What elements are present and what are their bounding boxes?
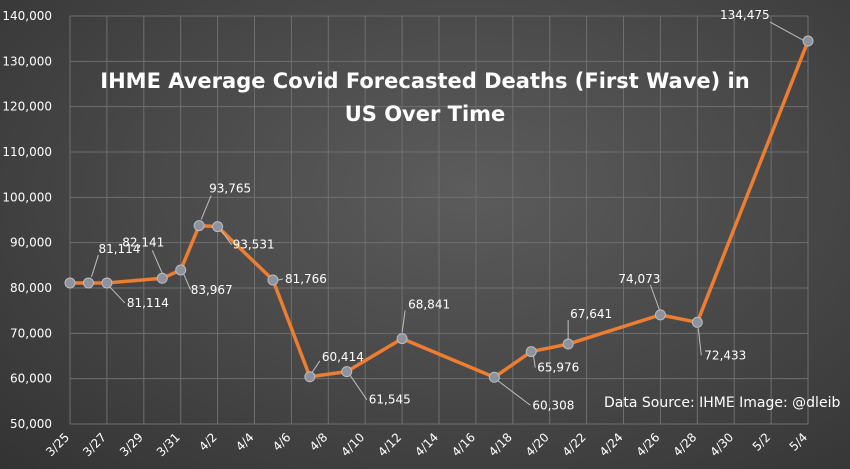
x-tick-label: 4/4 xyxy=(233,430,257,454)
label-leader-line xyxy=(349,374,368,400)
label-leader-line xyxy=(200,195,212,220)
data-point xyxy=(193,220,205,232)
data-points xyxy=(64,35,814,383)
label-leader-line xyxy=(401,310,406,333)
label-leader-line xyxy=(220,229,233,245)
data-point xyxy=(488,371,500,383)
data-point xyxy=(341,366,353,378)
label-leader-line xyxy=(183,273,192,291)
data-label: 60,308 xyxy=(532,398,574,412)
data-label: 68,841 xyxy=(408,298,450,312)
y-tick-label: 50,000 xyxy=(10,417,52,431)
data-label: 134,475 xyxy=(720,8,770,22)
x-tick-label: 4/10 xyxy=(338,430,367,459)
x-tick-label: 4/8 xyxy=(307,430,331,454)
x-tick-label: 4/14 xyxy=(412,430,441,459)
data-label: 67,641 xyxy=(570,307,612,321)
data-labels: 81,11481,11482,14183,96793,76593,53181,7… xyxy=(98,8,769,412)
data-label: 81,114 xyxy=(127,296,169,310)
y-tick-label: 120,000 xyxy=(2,100,52,114)
x-tick-label: 4/20 xyxy=(523,430,552,459)
label-leader-line xyxy=(769,21,804,41)
data-point xyxy=(82,277,94,289)
y-tick-label: 60,000 xyxy=(10,372,52,386)
data-label: 72,433 xyxy=(704,348,746,362)
y-tick-label: 80,000 xyxy=(10,281,52,295)
y-axis-ticks: 50,000 60,000 70,000 80,000 90,000 100,000 110… xyxy=(2,9,52,431)
data-point xyxy=(156,272,168,284)
x-tick-label: 3/31 xyxy=(154,430,183,459)
data-point xyxy=(802,35,814,47)
y-tick-label: 90,000 xyxy=(10,236,52,250)
chart-title: IHME Average Covid Forecasted Deaths (Fi… xyxy=(100,69,749,126)
data-point xyxy=(64,277,76,289)
chart-title-line-2: US Over Time xyxy=(345,102,506,126)
data-point xyxy=(562,338,574,350)
x-axis-ticks: 3/25 3/27 3/29 3/31 4/2 4/4 4/6 4/8 4/10 4/12 4/14… xyxy=(43,430,810,459)
y-tick-label: 130,000 xyxy=(2,54,52,68)
x-tick-label: 4/22 xyxy=(560,430,589,459)
data-source-note: Data Source: IHME Image: @dleib xyxy=(604,395,840,411)
data-label: 93,765 xyxy=(209,182,251,196)
x-tick-label: 4/2 xyxy=(196,430,220,454)
x-tick-label: 5/4 xyxy=(787,430,811,454)
label-leader-line xyxy=(108,285,126,304)
data-point xyxy=(525,346,537,358)
data-point xyxy=(101,277,113,289)
gridlines xyxy=(69,15,809,425)
chart-title-line-1: IHME Average Covid Forecasted Deaths (Fi… xyxy=(100,69,749,93)
x-tick-label: 4/30 xyxy=(707,430,736,459)
label-leader-line xyxy=(697,328,702,356)
data-label: 60,414 xyxy=(322,350,364,364)
label-leader-line xyxy=(151,250,163,274)
data-label: 74,073 xyxy=(618,272,660,286)
x-tick-label: 4/28 xyxy=(670,430,699,459)
x-tick-label: 4/18 xyxy=(486,430,515,459)
label-leader-line xyxy=(497,379,531,406)
label-leader-line xyxy=(532,354,536,368)
data-point xyxy=(396,333,408,345)
data-label: 82,141 xyxy=(122,235,164,249)
data-point xyxy=(212,221,224,233)
data-point xyxy=(304,371,316,383)
y-tick-label: 70,000 xyxy=(10,326,52,340)
data-point xyxy=(267,274,279,286)
data-label: 65,976 xyxy=(537,361,579,375)
y-tick-label: 140,000 xyxy=(2,9,52,23)
label-leader-line xyxy=(90,254,99,278)
data-label: 93,531 xyxy=(233,238,275,252)
data-label: 61,545 xyxy=(369,393,411,407)
label-leader-line xyxy=(277,278,284,281)
x-tick-label: 5/2 xyxy=(750,430,774,454)
x-tick-label: 3/27 xyxy=(80,430,109,459)
label-leader-line xyxy=(649,284,660,311)
label-leader-lines xyxy=(90,21,804,406)
x-tick-label: 3/25 xyxy=(43,430,72,459)
data-point xyxy=(691,316,703,328)
label-leader-line xyxy=(311,360,321,374)
x-tick-label: 4/12 xyxy=(375,430,404,459)
data-point xyxy=(175,264,187,276)
data-label: 83,967 xyxy=(191,283,233,297)
x-tick-label: 4/24 xyxy=(597,430,626,459)
x-tick-label: 3/29 xyxy=(117,430,146,459)
data-point xyxy=(654,309,666,321)
data-label: 81,114 xyxy=(98,242,140,256)
data-label: 81,766 xyxy=(285,272,327,286)
x-tick-label: 4/6 xyxy=(270,430,294,454)
x-tick-label: 4/26 xyxy=(634,430,663,459)
y-tick-label: 100,000 xyxy=(2,190,52,204)
y-tick-label: 110,000 xyxy=(2,145,52,159)
x-tick-label: 4/16 xyxy=(449,430,478,459)
